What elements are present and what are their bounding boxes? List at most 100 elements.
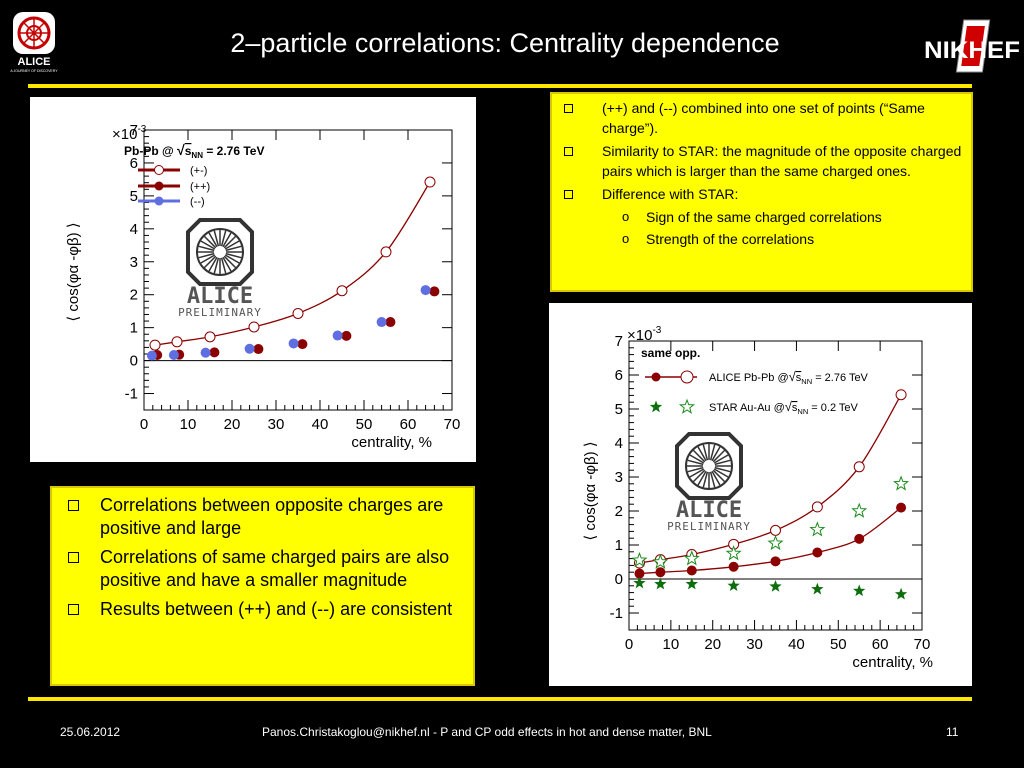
legend-label-star: STAR Au-Au @√sNN = 0.2 TeV — [709, 399, 859, 416]
data-point — [376, 317, 387, 328]
square-bullet-icon — [564, 147, 573, 156]
data-point — [253, 344, 264, 355]
y-tick-label: -1 — [125, 386, 138, 403]
y-scale-label: ×10-3 — [112, 124, 147, 143]
data-point — [654, 577, 667, 590]
alice-preliminary-watermark: ALICE PRELIMINARY — [667, 432, 751, 533]
x-tick-label: 20 — [224, 416, 241, 433]
legend-label-alice: ALICE Pb-Pb @√sNN = 2.76 TeV — [709, 369, 869, 386]
y-tick-label: 6 — [130, 155, 138, 172]
sub-bullet-item: o Sign of the same charged correlations — [622, 209, 882, 225]
data-point — [894, 587, 908, 600]
legend-title: Pb-Pb @ √sNN = 2.76 TeV — [124, 142, 264, 160]
data-point — [292, 307, 304, 319]
x-tick-label: 50 — [830, 636, 847, 653]
y-axis-label: ⟨ cos(φα -φβ) ⟩ — [582, 441, 599, 540]
data-point — [770, 524, 781, 536]
legend-header: same opp. — [641, 346, 700, 360]
watermark-sub: PRELIMINARY — [178, 306, 262, 319]
data-point — [896, 502, 907, 513]
data-point — [728, 561, 739, 572]
circle-bullet-icon: o — [622, 209, 630, 224]
data-point — [171, 336, 183, 348]
data-point — [200, 347, 211, 358]
data-point — [634, 568, 645, 579]
alice-logo-text: ALICE — [18, 56, 51, 68]
watermark-sub: PRELIMINARY — [667, 520, 751, 533]
chart-panel-alice-star: ALICE PRELIMINARY 0 10 20 30 40 50 60 70 -1 0 1 2 3 4… — [549, 303, 972, 686]
x-tick-label: 20 — [704, 636, 721, 653]
legend-star-open-icon — [678, 398, 696, 414]
y-tick-label: 5 — [130, 188, 138, 205]
legend-item-mm: (--) — [138, 196, 205, 208]
data-point — [631, 551, 648, 568]
square-bullet-icon — [68, 604, 79, 615]
chart-pbpb-charge-combinations: ALICE PRELIMINARY 0 10 20 30 40 50 60 70-101234… — [65, 122, 460, 451]
sub-bullet-item: o Strength of the correlations — [622, 231, 815, 247]
y-tick-label: 2 — [615, 503, 623, 520]
legend-item-alice: ALICE Pb-Pb @√sNN = 2.76 TeV — [645, 369, 869, 386]
y-tick-label: 1 — [130, 320, 138, 337]
y-tick-label: 4 — [615, 435, 623, 452]
data-point — [767, 534, 784, 551]
plot-frame — [628, 340, 923, 631]
data-point — [685, 577, 698, 590]
y-scale-label: ×10-3 — [627, 325, 662, 344]
x-axis-label: centrality, % — [351, 434, 432, 451]
bullet-item: (++) and (--) combined into one set of p… — [558, 98, 963, 138]
y-tick-label: 4 — [130, 221, 138, 238]
y-tick-label: 0 — [130, 353, 138, 370]
data-point — [895, 389, 907, 401]
x-tick-label: 70 — [914, 636, 931, 653]
data-point — [420, 285, 431, 296]
x-tick-label: 40 — [788, 636, 805, 653]
data-point — [385, 317, 396, 328]
data-point — [288, 338, 299, 349]
x-tick-label: 60 — [872, 636, 889, 653]
data-point — [893, 475, 910, 491]
data-point — [424, 176, 436, 188]
data-point — [248, 321, 260, 333]
data-point — [683, 550, 700, 566]
data-point — [770, 556, 781, 567]
slide-title: 2–particle correlations: Centrality depe… — [230, 28, 780, 58]
bullet-item: Correlations of same charged pairs are a… — [62, 546, 463, 592]
data-point — [341, 330, 352, 341]
data-point — [812, 547, 823, 558]
data-point — [244, 343, 255, 354]
data-point — [332, 330, 343, 341]
data-point — [336, 285, 348, 297]
bullet-item: Difference with STAR: — [558, 184, 963, 204]
data-point — [854, 533, 865, 544]
data-point — [727, 579, 740, 592]
footer-page-number: 11 — [946, 725, 959, 739]
y-tick-label: 3 — [615, 469, 623, 486]
legend-item-pm: (+-) — [138, 165, 207, 177]
y-tick-label: 6 — [615, 367, 623, 384]
chart-alice-vs-star: ALICE PRELIMINARY 0 10 20 30 40 50 60 70-101234… — [582, 325, 933, 671]
data-point — [149, 339, 161, 351]
alice-preliminary-watermark: ALICE PRELIMINARY — [178, 218, 262, 319]
y-tick-label: 0 — [615, 571, 623, 588]
square-bullet-icon — [564, 104, 573, 113]
y-tick-label: 7 — [130, 122, 138, 139]
x-tick-label: 30 — [268, 416, 285, 433]
bullet-item: Correlations between opposite charges ar… — [62, 494, 463, 540]
data-point — [429, 286, 440, 297]
plot-frame — [143, 129, 453, 411]
y-tick-label: 1 — [615, 537, 623, 554]
y-tick-label: 2 — [130, 287, 138, 304]
top-divider — [28, 84, 972, 88]
bottom-divider — [28, 697, 972, 701]
y-tick-label: 7 — [615, 333, 623, 350]
x-tick-label: 10 — [663, 636, 680, 653]
nikhef-logo-text: NIKHEF — [924, 37, 1020, 64]
legend-star-filled-icon — [649, 400, 663, 413]
data-point — [853, 461, 865, 473]
bullet-item: Results between (++) and (--) are consis… — [62, 598, 463, 621]
data-point — [853, 584, 866, 597]
y-axis-label: ⟨ cos(φα -φβ) ⟩ — [65, 222, 82, 321]
alice-logo: ALICE A JOURNEY OF DISCOVERY — [10, 12, 58, 73]
notes-box-star-comparison: (++) and (--) combined into one set of p… — [550, 92, 973, 292]
watermark-name: ALICE — [187, 284, 253, 309]
